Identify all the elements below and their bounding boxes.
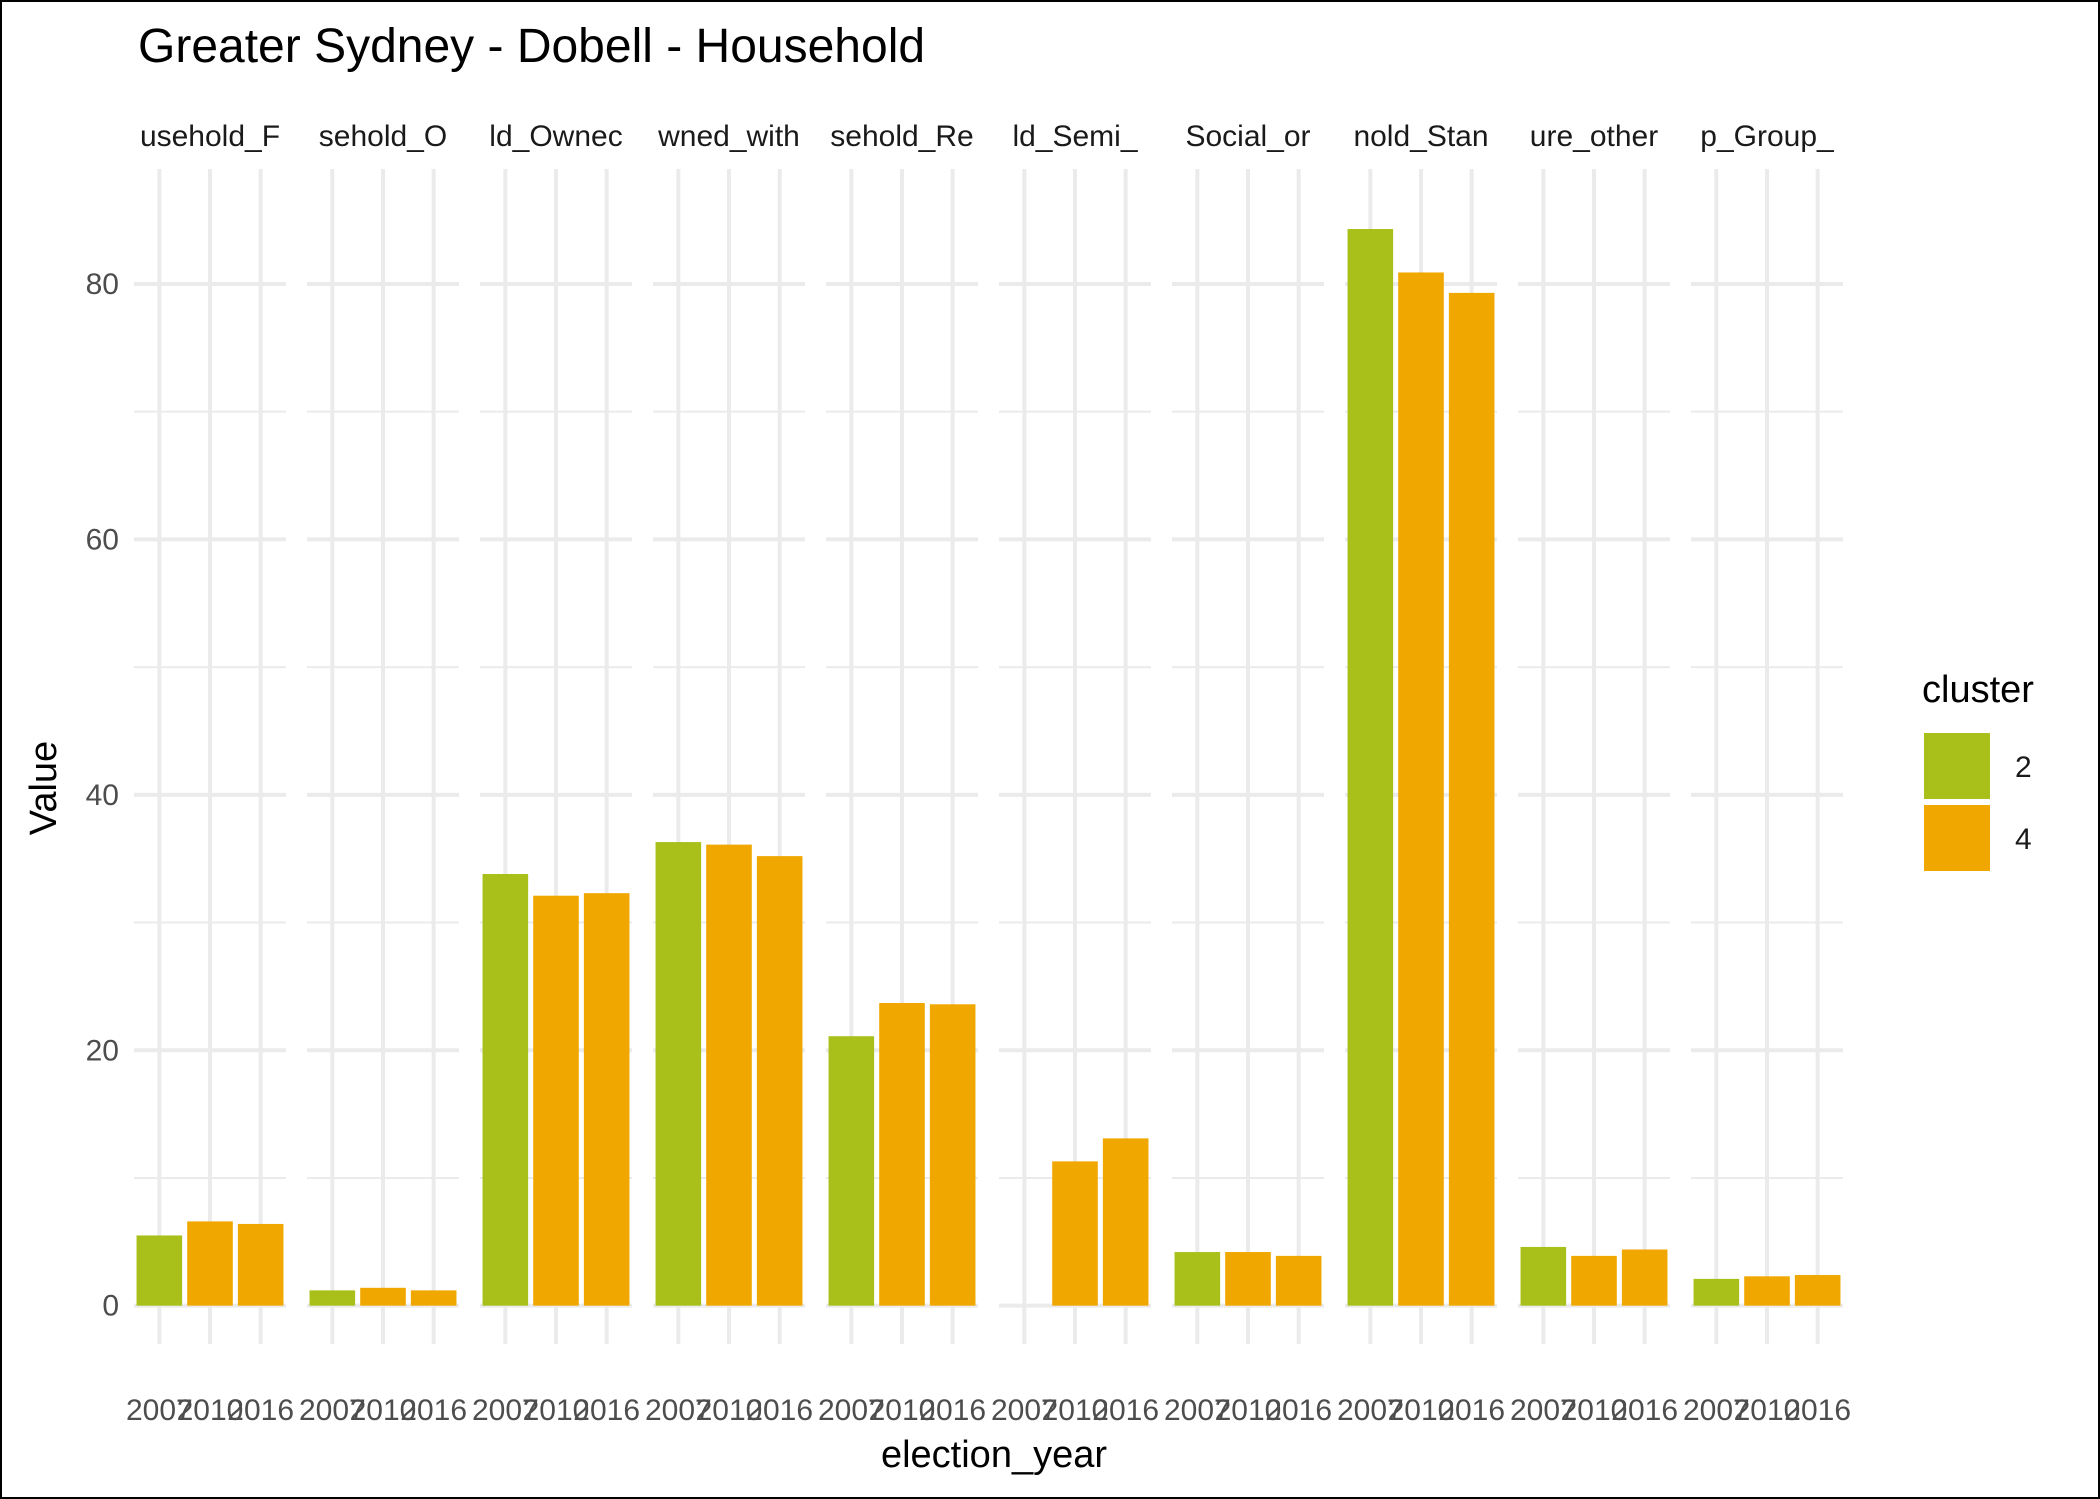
bar bbox=[309, 1290, 356, 1306]
x-tick-label: 2016 bbox=[1092, 1394, 1159, 1427]
legend-title: cluster bbox=[1922, 669, 2034, 711]
y-tick-label: 60 bbox=[86, 523, 119, 556]
bar bbox=[1102, 1138, 1149, 1306]
x-tick-label: 2016 bbox=[400, 1394, 467, 1427]
x-tick-label: 2010 bbox=[350, 1394, 417, 1427]
x-tick-label: 2010 bbox=[177, 1394, 244, 1427]
bar bbox=[706, 844, 752, 1306]
bar bbox=[1225, 1252, 1271, 1306]
x-tick-label: 2007 bbox=[1683, 1394, 1750, 1427]
facet-panels: usehold_F200720102016sehold_O20072010201… bbox=[126, 120, 1851, 1427]
bar bbox=[1520, 1246, 1567, 1306]
bar bbox=[1621, 1249, 1668, 1306]
x-tick-label: 2010 bbox=[1388, 1394, 1455, 1427]
chart-title: Greater Sydney - Dobell - Household bbox=[138, 20, 925, 73]
y-tick-label: 80 bbox=[86, 268, 119, 301]
facet-strip-label: nold_Stan bbox=[1353, 120, 1488, 153]
x-tick-label: 2007 bbox=[1510, 1394, 1577, 1427]
bar bbox=[136, 1235, 183, 1306]
y-tick-label: 40 bbox=[86, 779, 119, 812]
facet-strip-label: sehold_O bbox=[319, 120, 447, 153]
legend-swatch bbox=[1924, 805, 1990, 871]
bar bbox=[756, 856, 803, 1306]
legend-swatch bbox=[1924, 733, 1990, 799]
bar bbox=[360, 1287, 406, 1306]
y-axis: 0 20 40 60 80 bbox=[86, 268, 119, 1323]
bar bbox=[1398, 272, 1444, 1306]
x-tick-label: 2007 bbox=[1164, 1394, 1231, 1427]
bar bbox=[879, 1002, 925, 1306]
bar bbox=[410, 1290, 457, 1306]
x-tick-label: 2010 bbox=[1042, 1394, 1109, 1427]
bar bbox=[828, 1036, 875, 1306]
x-tick-label: 2016 bbox=[1438, 1394, 1505, 1427]
y-axis-title: Value bbox=[23, 741, 65, 835]
facet-strip-label: usehold_F bbox=[140, 120, 280, 153]
x-tick-label: 2007 bbox=[645, 1394, 712, 1427]
x-tick-label: 2007 bbox=[1337, 1394, 1404, 1427]
x-tick-label: 2007 bbox=[126, 1394, 193, 1427]
facet-strip-label: p_Group_ bbox=[1700, 120, 1835, 153]
x-tick-label: 2016 bbox=[919, 1394, 986, 1427]
bar bbox=[655, 842, 702, 1306]
x-tick-label: 2010 bbox=[523, 1394, 590, 1427]
facet-strip-label: ld_Ownec bbox=[489, 120, 622, 153]
facet-strip-label: ure_other bbox=[1530, 120, 1658, 153]
x-tick-label: 2010 bbox=[696, 1394, 763, 1427]
bar bbox=[1174, 1252, 1221, 1306]
bar bbox=[929, 1004, 976, 1306]
x-tick-label: 2016 bbox=[1265, 1394, 1332, 1427]
x-tick-label: 2010 bbox=[1734, 1394, 1801, 1427]
x-tick-label: 2010 bbox=[869, 1394, 936, 1427]
facet-strip-label: sehold_Re bbox=[830, 120, 973, 153]
y-tick-label: 20 bbox=[86, 1034, 119, 1067]
x-tick-label: 2007 bbox=[299, 1394, 366, 1427]
bar bbox=[1794, 1275, 1841, 1306]
x-tick-label: 2007 bbox=[991, 1394, 1058, 1427]
facet-strip-label: Social_or bbox=[1185, 120, 1310, 153]
x-axis-title: election_year bbox=[881, 1434, 1107, 1476]
legend-label: 2 bbox=[2015, 751, 2032, 784]
facet-strip-label: ld_Semi_ bbox=[1012, 120, 1138, 153]
legend: cluster 2 4 bbox=[1922, 669, 2034, 871]
bar bbox=[482, 874, 529, 1306]
x-tick-label: 2010 bbox=[1561, 1394, 1628, 1427]
bar bbox=[1052, 1161, 1098, 1306]
bar bbox=[187, 1221, 233, 1306]
legend-label: 4 bbox=[2015, 823, 2032, 856]
bar bbox=[1448, 292, 1495, 1306]
bar bbox=[1275, 1255, 1322, 1306]
bar bbox=[1744, 1276, 1790, 1306]
x-tick-label: 2007 bbox=[472, 1394, 539, 1427]
bar bbox=[1693, 1278, 1740, 1306]
facet-strip-label: wned_with bbox=[657, 120, 800, 153]
bar bbox=[1347, 229, 1394, 1306]
bar bbox=[1571, 1255, 1617, 1306]
x-tick-label: 2016 bbox=[1784, 1394, 1851, 1427]
x-tick-label: 2016 bbox=[746, 1394, 813, 1427]
x-tick-label: 2016 bbox=[1611, 1394, 1678, 1427]
bar bbox=[533, 895, 579, 1306]
bar bbox=[583, 893, 630, 1306]
bar bbox=[237, 1223, 284, 1306]
x-tick-label: 2016 bbox=[573, 1394, 640, 1427]
x-tick-label: 2016 bbox=[227, 1394, 294, 1427]
y-tick-label: 0 bbox=[102, 1290, 119, 1323]
x-tick-label: 2010 bbox=[1215, 1394, 1282, 1427]
x-tick-label: 2007 bbox=[818, 1394, 885, 1427]
